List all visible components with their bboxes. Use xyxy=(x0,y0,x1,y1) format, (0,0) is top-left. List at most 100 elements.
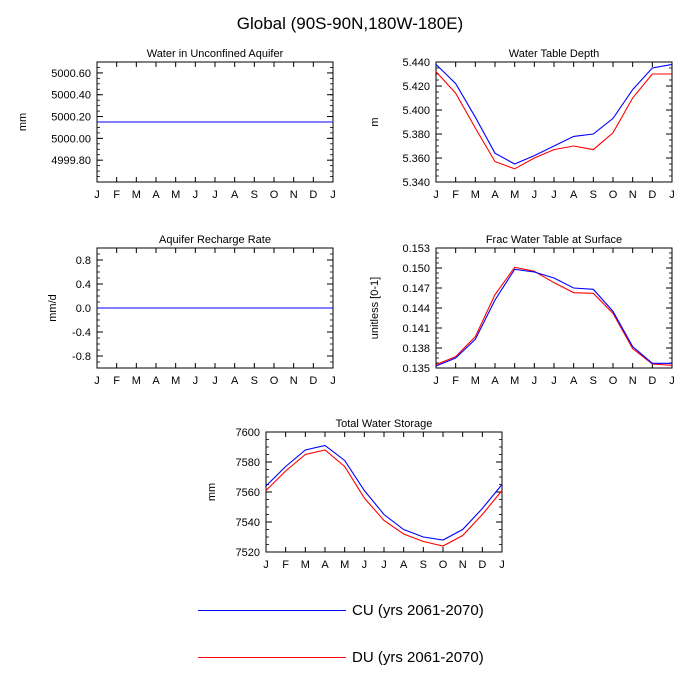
x-tick-label: M xyxy=(340,559,349,571)
x-tick-label: N xyxy=(290,375,298,387)
legend-swatch-du xyxy=(198,656,346,658)
x-tick-label: M xyxy=(471,375,480,387)
x-tick-label: S xyxy=(251,189,258,201)
x-tick-label: J xyxy=(669,375,675,387)
y-tick-label: 0.147 xyxy=(402,283,430,295)
y-tick-label: 0.150 xyxy=(402,263,430,275)
y-tick-label: 5.420 xyxy=(402,81,430,93)
x-tick-label: M xyxy=(171,189,180,201)
x-tick-label: N xyxy=(629,375,637,387)
plot-frame xyxy=(435,61,673,183)
x-tick-label: J xyxy=(362,559,368,571)
y-tick-label: 5.440 xyxy=(402,57,430,69)
y-tick-label: 5.400 xyxy=(402,105,430,117)
y-axis-label: mm/d xyxy=(47,294,59,322)
y-tick-label: -0.4 xyxy=(72,327,91,339)
x-tick-label: O xyxy=(439,559,448,571)
y-axis-label: m xyxy=(369,117,381,126)
x-tick-label: A xyxy=(152,189,160,201)
y-axis-label: unitless [0-1] xyxy=(369,277,381,339)
x-tick-label: A xyxy=(400,559,408,571)
x-tick-label: J xyxy=(330,375,336,387)
x-tick-label: A xyxy=(491,375,499,387)
x-tick-label: A xyxy=(491,189,499,201)
y-tick-label: 0.141 xyxy=(402,323,430,335)
x-tick-label: J xyxy=(193,189,199,201)
x-tick-label: M xyxy=(471,189,480,201)
x-tick-label: J xyxy=(193,375,199,387)
x-tick-label: F xyxy=(282,559,289,571)
x-tick-label: O xyxy=(270,375,279,387)
y-tick-label: 5000.00 xyxy=(51,133,91,145)
x-tick-label: A xyxy=(321,559,329,571)
panel-title: Frac Water Table at Surface xyxy=(486,234,622,246)
figure-title: Global (90S-90N,180W-180E) xyxy=(236,14,464,33)
plot-frame xyxy=(96,247,334,369)
x-tick-label: A xyxy=(152,375,160,387)
x-tick-label: J xyxy=(381,559,387,571)
x-tick-label: J xyxy=(94,189,100,201)
x-tick-label: F xyxy=(452,189,459,201)
x-tick-label: J xyxy=(551,189,557,201)
x-tick-label: J xyxy=(433,189,439,201)
legend-item-du: DU (yrs 2061-2070) xyxy=(198,646,484,668)
y-tick-label: -0.8 xyxy=(72,351,91,363)
x-tick-label: N xyxy=(290,189,298,201)
x-tick-label: J xyxy=(551,375,557,387)
y-tick-label: 7520 xyxy=(236,547,260,559)
x-tick-label: J xyxy=(669,189,675,201)
x-tick-label: J xyxy=(433,375,439,387)
x-tick-label: M xyxy=(510,189,519,201)
y-tick-label: 5000.60 xyxy=(51,68,91,80)
x-tick-label: J xyxy=(212,375,218,387)
x-tick-label: O xyxy=(270,189,279,201)
panel-title: Water Table Depth xyxy=(509,48,600,60)
x-tick-label: D xyxy=(648,375,656,387)
x-tick-label: F xyxy=(113,189,120,201)
series-line-cu xyxy=(435,268,672,367)
x-tick-label: J xyxy=(212,189,218,201)
x-tick-label: J xyxy=(94,375,100,387)
y-tick-label: 0.8 xyxy=(76,255,91,267)
series-line-du xyxy=(435,71,672,170)
x-tick-label: J xyxy=(499,559,505,571)
plot-frame xyxy=(265,431,503,553)
x-tick-label: J xyxy=(532,375,538,387)
x-tick-label: O xyxy=(609,189,618,201)
x-tick-label: D xyxy=(478,559,486,571)
x-tick-label: A xyxy=(231,375,239,387)
y-tick-label: 7560 xyxy=(236,487,260,499)
y-tick-label: 5.380 xyxy=(402,129,430,141)
x-tick-label: M xyxy=(301,559,310,571)
x-tick-label: N xyxy=(459,559,467,571)
y-tick-label: 4999.80 xyxy=(51,155,91,167)
y-tick-label: 0.4 xyxy=(76,279,91,291)
y-tick-label: 5.360 xyxy=(402,153,430,165)
x-tick-label: A xyxy=(231,189,239,201)
x-tick-label: M xyxy=(132,375,141,387)
x-tick-label: F xyxy=(113,375,120,387)
y-tick-label: 7600 xyxy=(236,427,260,439)
y-tick-label: 0.153 xyxy=(402,243,430,255)
x-tick-label: D xyxy=(648,189,656,201)
y-tick-label: 7540 xyxy=(236,517,260,529)
legend-label-cu: CU (yrs 2061-2070) xyxy=(352,601,484,619)
legend-label-du: DU (yrs 2061-2070) xyxy=(352,648,484,666)
x-tick-label: O xyxy=(609,375,618,387)
plot-frame xyxy=(96,61,334,183)
x-tick-label: D xyxy=(309,189,317,201)
x-tick-label: A xyxy=(570,375,578,387)
x-tick-label: J xyxy=(532,189,538,201)
plot-frame xyxy=(435,247,673,369)
y-tick-label: 0.138 xyxy=(402,343,430,355)
series-line-cu xyxy=(435,63,673,165)
x-tick-label: A xyxy=(570,189,578,201)
series-line-du xyxy=(435,266,673,366)
x-tick-label: S xyxy=(251,375,258,387)
x-tick-label: J xyxy=(263,559,269,571)
series-line-du xyxy=(265,449,503,547)
